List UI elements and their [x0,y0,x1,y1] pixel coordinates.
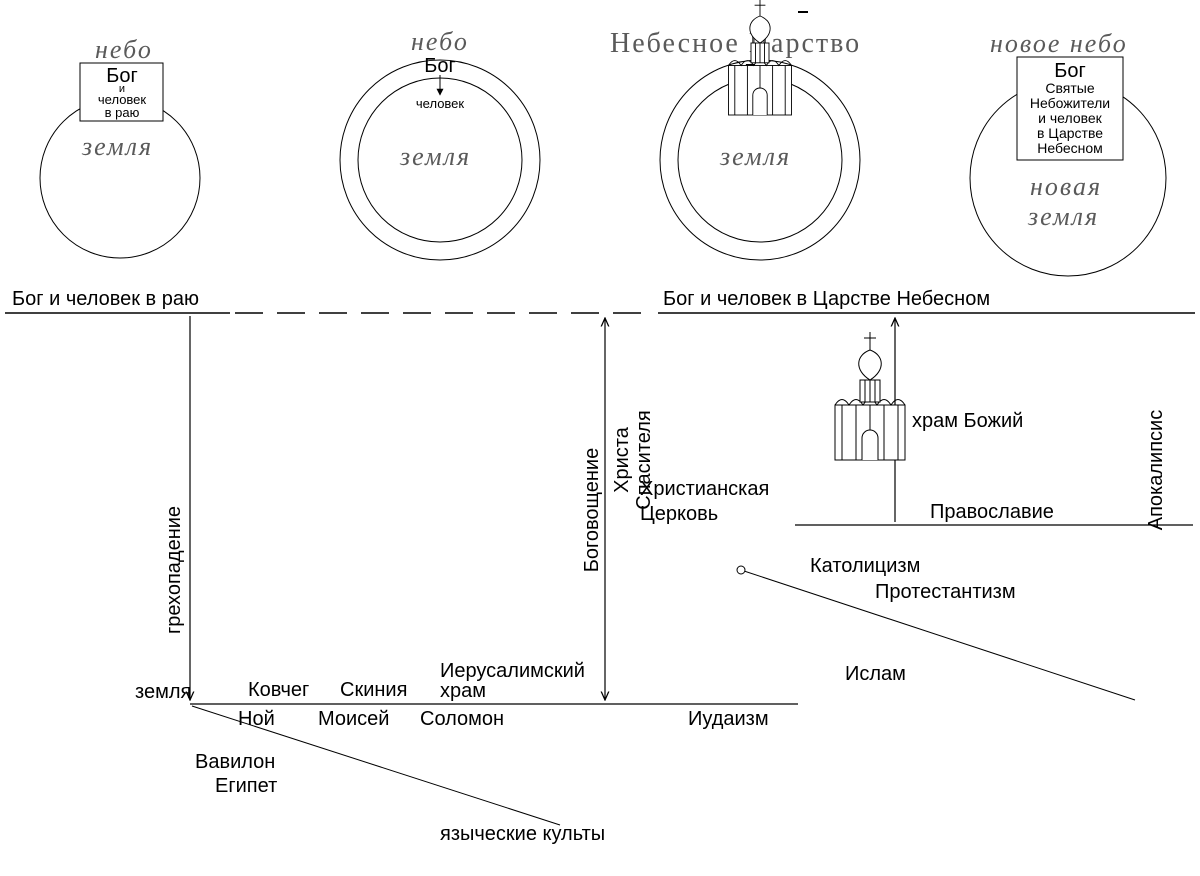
christian-church-1: Христианская [640,478,769,500]
fall-label: грехопадение [163,506,185,634]
label-paradise: Бог и человек в раю [12,288,199,310]
p4-heaven-label: новое небо [990,29,1128,58]
base-below-label: Соломон [420,708,504,730]
p4-earth2-label: земля [1027,202,1099,231]
base-below-label: Иудаизм [688,708,769,730]
label-kingdom: Бог и человек в Царстве Небесном [663,288,990,310]
temple-label: храм Божий [912,410,1023,432]
base-above-label: Ковчег [248,679,309,701]
base-above-label: храм [440,680,486,702]
base-below-label: Моисей [318,708,389,730]
apocalypse-label: Апокалипсис [1145,410,1167,530]
orthodoxy-label: Православие [930,501,1054,523]
p1-heaven-label: небо [95,35,153,64]
incarnation-label: Боговощение [581,448,603,572]
base-above-label: Скиния [340,679,407,701]
protestantism-label: Протестантизм [875,581,1016,603]
p1-earth-label: земля [81,132,153,161]
pagan-label: Египет [215,775,277,797]
p2-earth-label: земля [399,142,471,171]
p4-earth1-label: новая [1030,172,1102,201]
p4-box-line: Небожители [1030,95,1110,111]
pagan-label: Вавилон [195,751,275,773]
p4-box-line: в Царстве [1037,125,1103,141]
p2-god-label: Бог [424,55,456,77]
islam-label: Ислам [845,663,906,685]
p4-box-line: Бог [1054,60,1086,82]
pagan-label: языческие культы [440,823,605,845]
p3-title: Небесное Царство [610,28,861,59]
p2-man-label: человек [416,96,465,111]
p1-outer-circle [40,98,200,258]
theological-diagram: небоземляБогичеловекв раюнебоземляБогчел… [0,0,1200,876]
p4-box-line: Небесном [1037,140,1103,156]
p2-heaven-label: небо [411,27,469,56]
p4-box-line: Святые [1045,80,1094,96]
catholicism-label: Католицизм [810,555,920,577]
christian-church-2: Церковь [640,503,718,525]
p4-box-line: и человек [1038,110,1103,126]
earth-baseline-label: земля [135,681,191,703]
base-above-label: Иерусалимский [440,660,585,682]
p3-earth-label: земля [719,142,791,171]
branch-origin-circle [737,566,745,574]
christ-label-1: Христа [611,426,633,493]
p1-box-line: в раю [105,105,140,120]
